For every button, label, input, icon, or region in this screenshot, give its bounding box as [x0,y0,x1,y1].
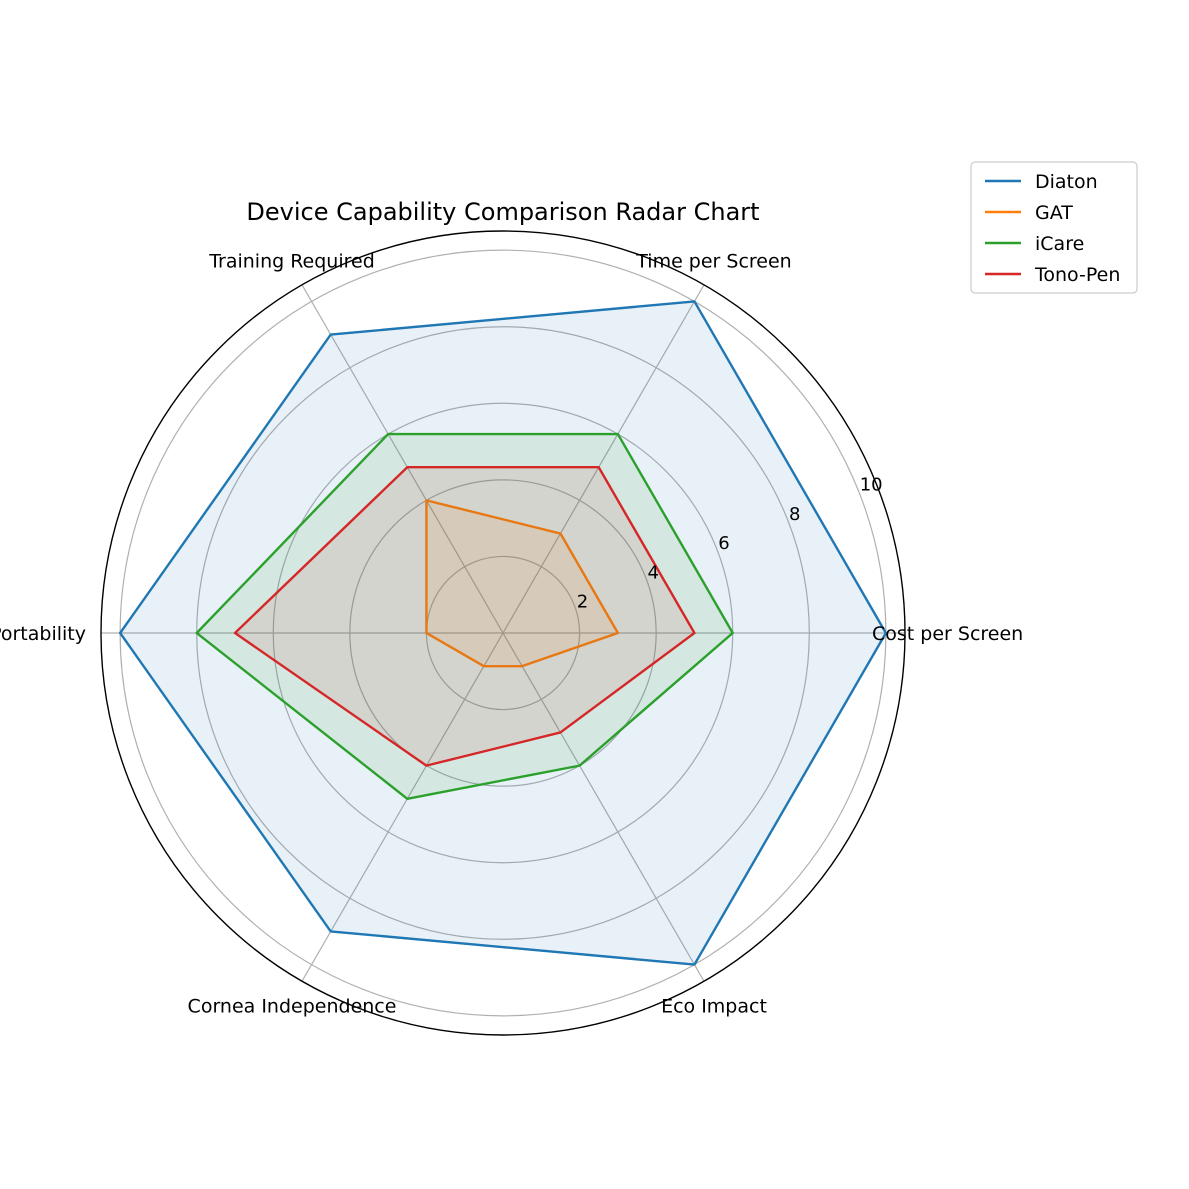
radial-tick-label: 6 [718,533,729,554]
series-fill [196,434,733,799]
legend-box [970,161,1138,294]
series-line [118,300,888,966]
legend-label: Tono-Pen [1034,264,1120,286]
spoke-line [301,284,504,634]
axis-label: Time per Screen [635,251,791,273]
axis-label: Cost per Screen [872,623,1023,645]
radial-tick-label: 2 [577,592,588,613]
radial-tick-label: 4 [647,562,658,583]
series-fill [235,467,695,766]
series-line [233,466,696,767]
spoke-line [502,632,705,982]
radial-tick-label: 8 [789,504,800,525]
axis-label: Eco Impact [661,995,767,1017]
radar-labels: 2 4 6 8 10 Cost per Screen Time per Screen Trai… [0,251,1023,1018]
series-fill [426,500,618,667]
grid-ring [349,479,657,787]
legend-label: GAT [1035,202,1073,224]
series-fill [120,301,886,965]
outer-circle [100,230,906,1036]
legend: Diaton GAT iCare Tono-Pen [970,161,1138,294]
legend-label: Diaton [1035,171,1098,193]
axis-label: Cornea Independence [188,995,397,1017]
series-line [425,499,620,668]
axis-label: Portability [0,623,86,645]
chart-title: Device Capability Comparison Radar Chart [246,198,759,226]
axis-label: Training Required [208,251,375,273]
spoke-line [502,284,705,634]
radar-series [118,300,888,966]
legend-label: iCare [1035,233,1084,255]
spoke-line [301,632,504,982]
series-line [195,432,734,800]
radial-tick-label: 10 [860,474,883,495]
